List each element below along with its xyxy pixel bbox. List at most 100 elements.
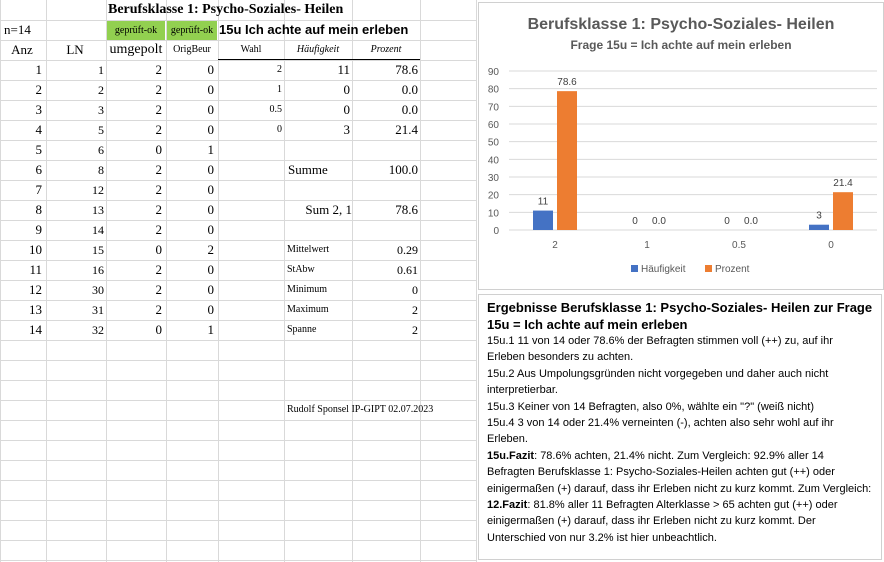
- row-ln[interactable]: 32: [92, 323, 104, 337]
- row-origbeur[interactable]: 1: [207, 322, 215, 337]
- row-ln[interactable]: 5: [98, 123, 104, 137]
- freq-prozent[interactable]: 21.4: [395, 122, 418, 137]
- row-anz[interactable]: 1: [35, 62, 43, 77]
- row-ln[interactable]: 3: [98, 103, 104, 117]
- row-origbeur[interactable]: 0: [207, 102, 215, 117]
- tag-geprueft-1[interactable]: geprüft-ok: [107, 21, 165, 40]
- n-label[interactable]: n=14: [4, 22, 31, 37]
- results-textbox[interactable]: Ergebnisse Berufsklasse 1: Psycho-Sozial…: [478, 294, 882, 560]
- summe-label[interactable]: Summe: [288, 162, 328, 177]
- stat-value[interactable]: 2: [412, 323, 418, 337]
- tag-geprueft-2[interactable]: geprüft-ok: [167, 21, 217, 40]
- header-prozent[interactable]: Prozent: [370, 44, 402, 55]
- freq-haeufigkeit[interactable]: 0: [343, 82, 351, 97]
- row-umgepolt[interactable]: 2: [155, 82, 163, 97]
- sum21-label[interactable]: Sum 2, 1: [305, 202, 352, 217]
- freq-wahl[interactable]: 0: [277, 124, 282, 135]
- row-ln[interactable]: 13: [92, 203, 104, 217]
- stat-value[interactable]: 0: [412, 283, 418, 297]
- row-ln[interactable]: 15: [92, 243, 104, 257]
- stat-label[interactable]: Minimum: [287, 284, 328, 295]
- row-origbeur[interactable]: 1: [207, 142, 215, 157]
- result-15u4: 15u.4 3 von 14 oder 21.4% verneinten (-)…: [487, 417, 834, 446]
- row-origbeur[interactable]: 0: [207, 302, 215, 317]
- row-umgepolt[interactable]: 2: [155, 282, 163, 297]
- row-anz[interactable]: 4: [35, 122, 43, 137]
- stat-value[interactable]: 0.29: [397, 243, 418, 257]
- row-umgepolt[interactable]: 2: [155, 202, 163, 217]
- row-origbeur[interactable]: 0: [207, 82, 215, 97]
- row-umgepolt[interactable]: 2: [155, 62, 163, 77]
- row-origbeur[interactable]: 0: [207, 222, 215, 237]
- stat-label[interactable]: Mittelwert: [287, 244, 330, 255]
- row-ln[interactable]: 12: [92, 183, 104, 197]
- row-origbeur[interactable]: 0: [207, 162, 215, 177]
- author-credit[interactable]: Rudolf Sponsel IP-GIPT 02.07.2023: [287, 404, 434, 415]
- row-ln[interactable]: 16: [92, 263, 104, 277]
- row-umgepolt[interactable]: 2: [155, 122, 163, 137]
- bar-chart[interactable]: Berufsklasse 1: Psycho-Soziales- Heilen …: [478, 2, 884, 290]
- row-ln[interactable]: 31: [92, 303, 104, 317]
- header-ln[interactable]: LN: [66, 42, 84, 57]
- freq-prozent[interactable]: 0.0: [401, 82, 418, 97]
- summe-value[interactable]: 100.0: [388, 162, 418, 177]
- row-origbeur[interactable]: 0: [207, 282, 215, 297]
- row-origbeur[interactable]: 0: [207, 122, 215, 137]
- freq-haeufigkeit[interactable]: 0: [343, 102, 351, 117]
- row-anz[interactable]: 2: [35, 82, 43, 97]
- header-haeufigkeit[interactable]: Häufigkeit: [296, 44, 340, 55]
- row-umgepolt[interactable]: 2: [155, 162, 163, 177]
- row-origbeur[interactable]: 0: [207, 182, 215, 197]
- row-anz[interactable]: 6: [35, 162, 43, 177]
- row-umgepolt[interactable]: 0: [155, 142, 163, 157]
- row-origbeur[interactable]: 0: [207, 262, 215, 277]
- row-anz[interactable]: 10: [29, 242, 42, 257]
- freq-prozent[interactable]: 78.6: [395, 62, 418, 77]
- stat-value[interactable]: 2: [412, 303, 418, 317]
- row-anz[interactable]: 7: [35, 182, 43, 197]
- row-ln[interactable]: 14: [92, 223, 104, 237]
- row-origbeur[interactable]: 2: [207, 242, 215, 257]
- row-anz[interactable]: 13: [29, 302, 42, 317]
- row-ln[interactable]: 2: [98, 83, 104, 97]
- freq-haeufigkeit[interactable]: 3: [343, 122, 351, 137]
- row-anz[interactable]: 8: [35, 202, 43, 217]
- row-anz[interactable]: 5: [35, 142, 43, 157]
- sum21-value[interactable]: 78.6: [395, 202, 418, 217]
- row-anz[interactable]: 9: [35, 222, 43, 237]
- row-ln[interactable]: 30: [92, 283, 104, 297]
- header-origbeur[interactable]: OrigBeur: [173, 44, 211, 55]
- question-label[interactable]: 15u Ich achte auf mein erleben: [219, 22, 409, 37]
- freq-haeufigkeit[interactable]: 11: [337, 62, 350, 77]
- row-anz[interactable]: 11: [29, 262, 42, 277]
- row-origbeur[interactable]: 0: [207, 202, 215, 217]
- row-origbeur[interactable]: 0: [207, 62, 215, 77]
- header-wahl[interactable]: Wahl: [240, 44, 262, 55]
- row-umgepolt[interactable]: 2: [155, 302, 163, 317]
- row-anz[interactable]: 14: [29, 322, 42, 337]
- header-umgepolt[interactable]: umgepolt: [109, 42, 163, 57]
- stat-value[interactable]: 0.61: [397, 263, 418, 277]
- data-label: 21.4: [833, 178, 853, 189]
- row-ln[interactable]: 6: [98, 143, 104, 157]
- spreadsheet: Berufsklasse 1: Psycho-Soziales- Heilen n…: [0, 0, 477, 562]
- row-umgepolt[interactable]: 0: [155, 242, 163, 257]
- stat-label[interactable]: StAbw: [287, 264, 315, 275]
- row-umgepolt[interactable]: 0: [155, 322, 163, 337]
- row-anz[interactable]: 3: [35, 102, 43, 117]
- stat-label[interactable]: Maximum: [287, 304, 329, 315]
- row-ln[interactable]: 8: [98, 163, 104, 177]
- row-ln[interactable]: 1: [98, 63, 104, 77]
- row-anz[interactable]: 12: [29, 282, 42, 297]
- freq-wahl[interactable]: 1: [277, 84, 282, 95]
- freq-prozent[interactable]: 0.0: [401, 102, 418, 117]
- freq-wahl[interactable]: 0.5: [269, 104, 283, 115]
- freq-wahl[interactable]: 2: [277, 64, 282, 75]
- row-umgepolt[interactable]: 2: [155, 262, 163, 277]
- row-umgepolt[interactable]: 2: [155, 222, 163, 237]
- row-umgepolt[interactable]: 2: [155, 102, 163, 117]
- header-anz[interactable]: Anz: [11, 42, 33, 57]
- sheet-title[interactable]: Berufsklasse 1: Psycho-Soziales- Heilen: [108, 2, 344, 17]
- stat-label[interactable]: Spanne: [287, 324, 317, 335]
- row-umgepolt[interactable]: 2: [155, 182, 163, 197]
